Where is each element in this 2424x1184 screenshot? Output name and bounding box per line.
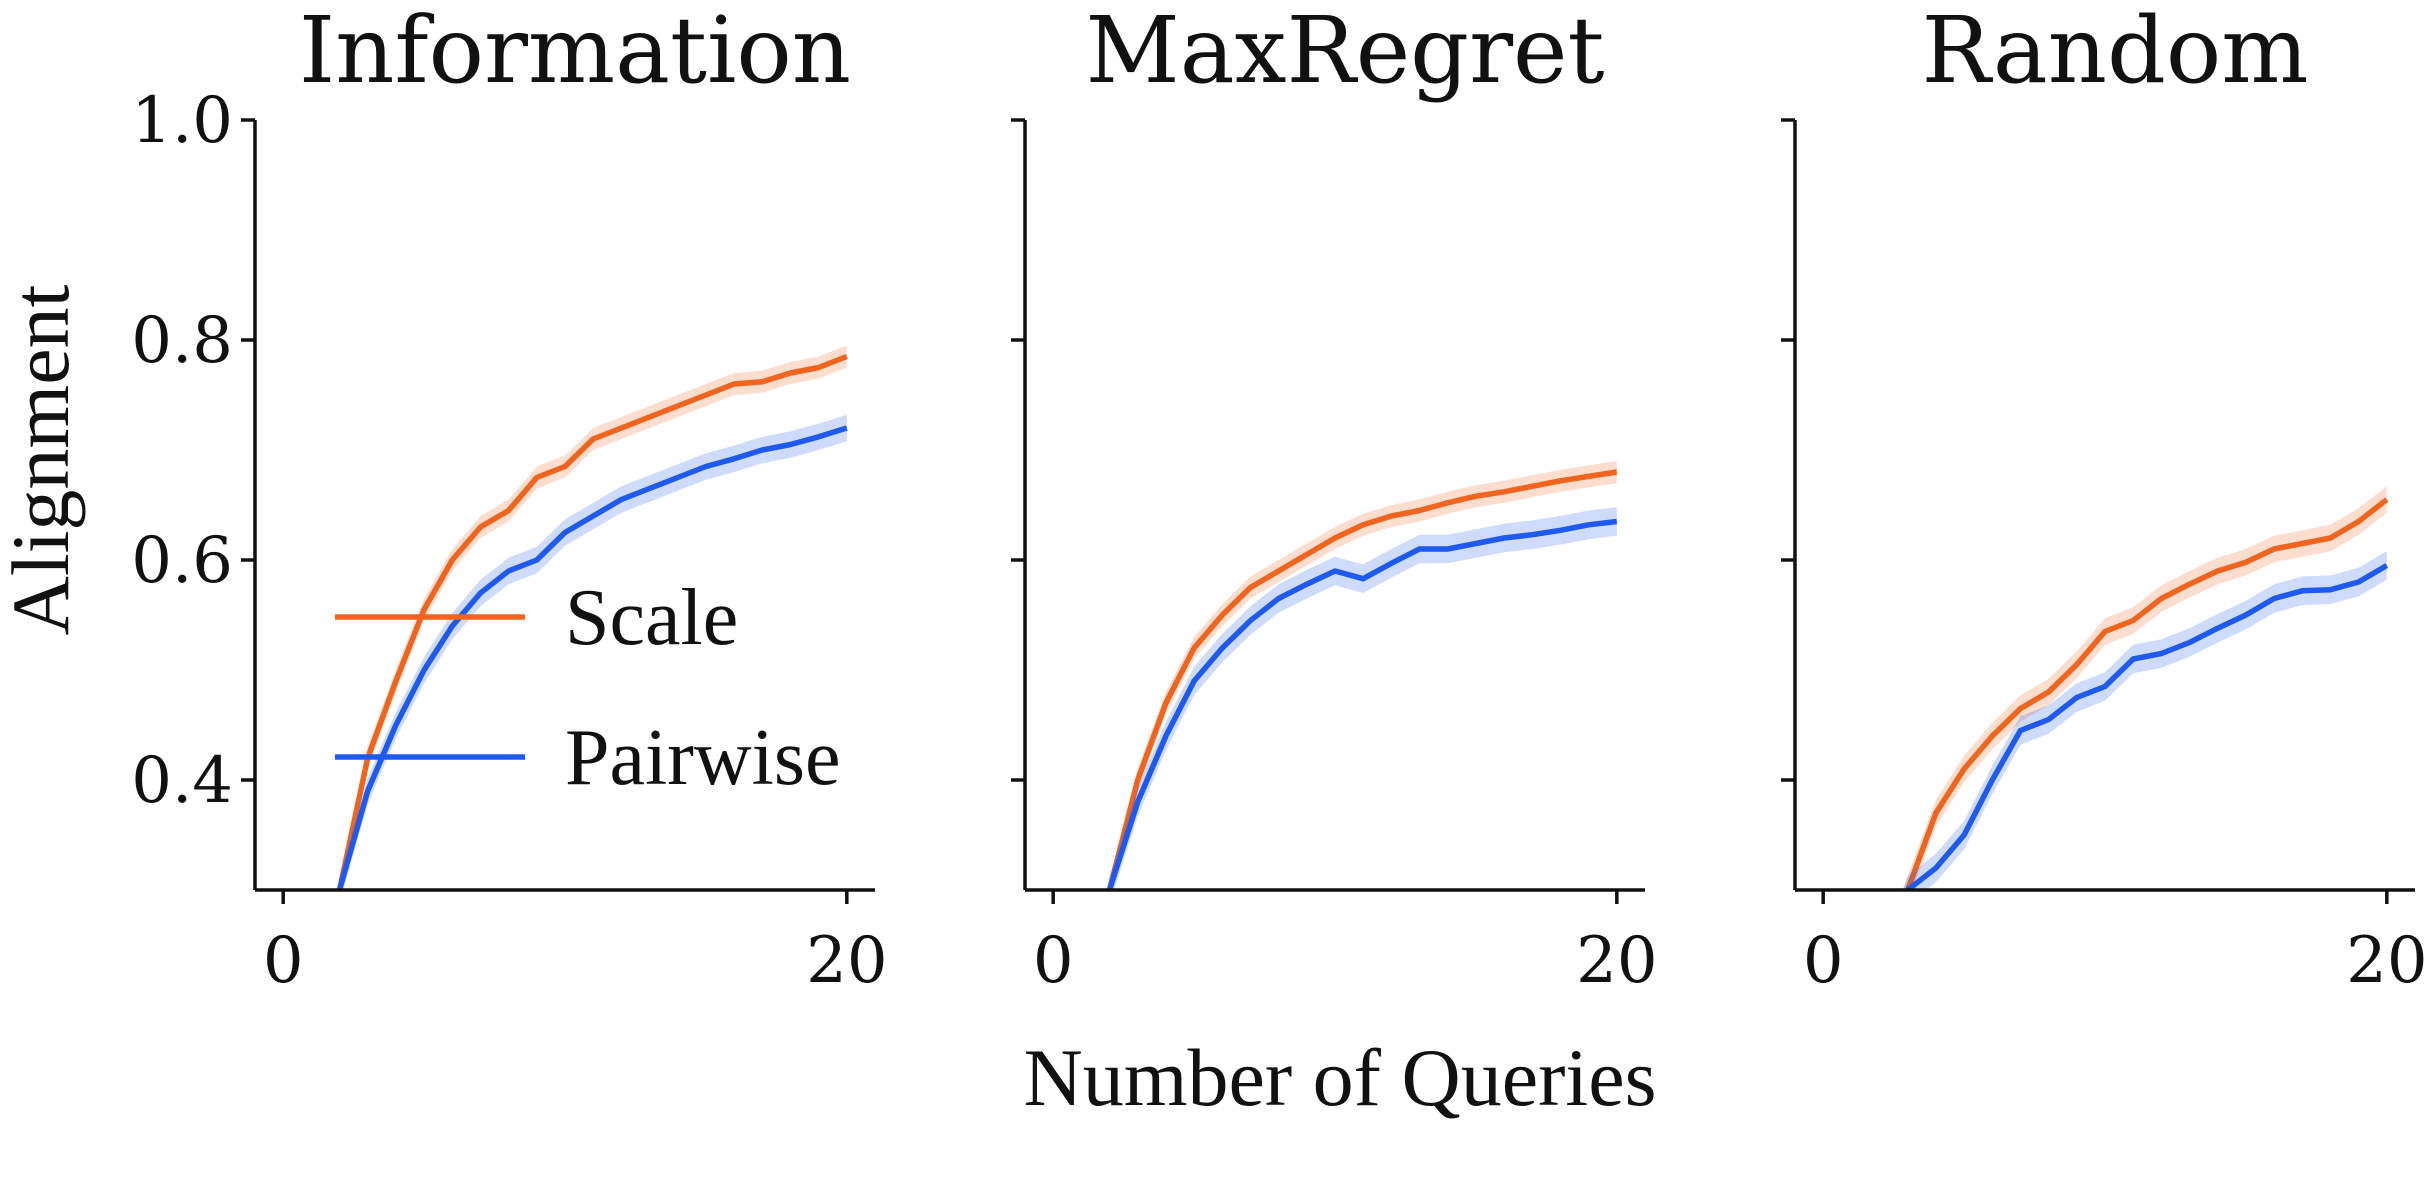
x-tick-label: 0 bbox=[1033, 924, 1074, 998]
legend-label: Scale bbox=[565, 574, 738, 662]
line-scale bbox=[1106, 469, 1618, 890]
line-scale bbox=[1904, 497, 2389, 890]
y-axis-label: Alignment bbox=[0, 284, 86, 635]
x-tick-label: 20 bbox=[806, 924, 887, 998]
series-group bbox=[1106, 461, 1618, 890]
panel-information: Information 0.4 0.6 0.8 1.0 0 20 bbox=[131, 0, 887, 998]
y-tick-label: 0.8 bbox=[131, 304, 233, 378]
legend-entry-scale: Scale bbox=[335, 574, 738, 662]
x-axis-label: Number of Queries bbox=[1023, 1032, 1656, 1123]
band-scale bbox=[1902, 486, 2387, 890]
line-scale bbox=[336, 353, 848, 890]
x-tick-label: 0 bbox=[263, 924, 304, 998]
y-tick-label: 0.4 bbox=[131, 744, 233, 818]
series-group bbox=[1902, 486, 2389, 890]
panel-title: Random bbox=[1921, 0, 2308, 104]
line-pairwise bbox=[1106, 518, 1618, 890]
panel-title: MaxRegret bbox=[1086, 0, 1605, 104]
panel-title: Information bbox=[299, 0, 851, 104]
y-tick-label: 1.0 bbox=[131, 84, 233, 158]
x-tick-label: 20 bbox=[2346, 924, 2424, 998]
legend-label: Pairwise bbox=[565, 714, 841, 802]
band-pairwise bbox=[1106, 507, 1617, 890]
y-tick-label: 0.6 bbox=[131, 524, 233, 598]
series-group bbox=[336, 345, 848, 890]
legend: Scale Pairwise bbox=[335, 574, 841, 802]
line-pairwise bbox=[336, 425, 848, 890]
legend-entry-pairwise: Pairwise bbox=[335, 714, 841, 802]
band-pairwise bbox=[337, 414, 847, 890]
panel-maxregret: MaxRegret 0 20 bbox=[1011, 0, 1658, 998]
x-tick-label: 0 bbox=[1803, 924, 1844, 998]
panel-random: Random 0 20 bbox=[1781, 0, 2424, 998]
x-tick-label: 20 bbox=[1576, 924, 1657, 998]
line-pairwise bbox=[1904, 563, 2389, 890]
